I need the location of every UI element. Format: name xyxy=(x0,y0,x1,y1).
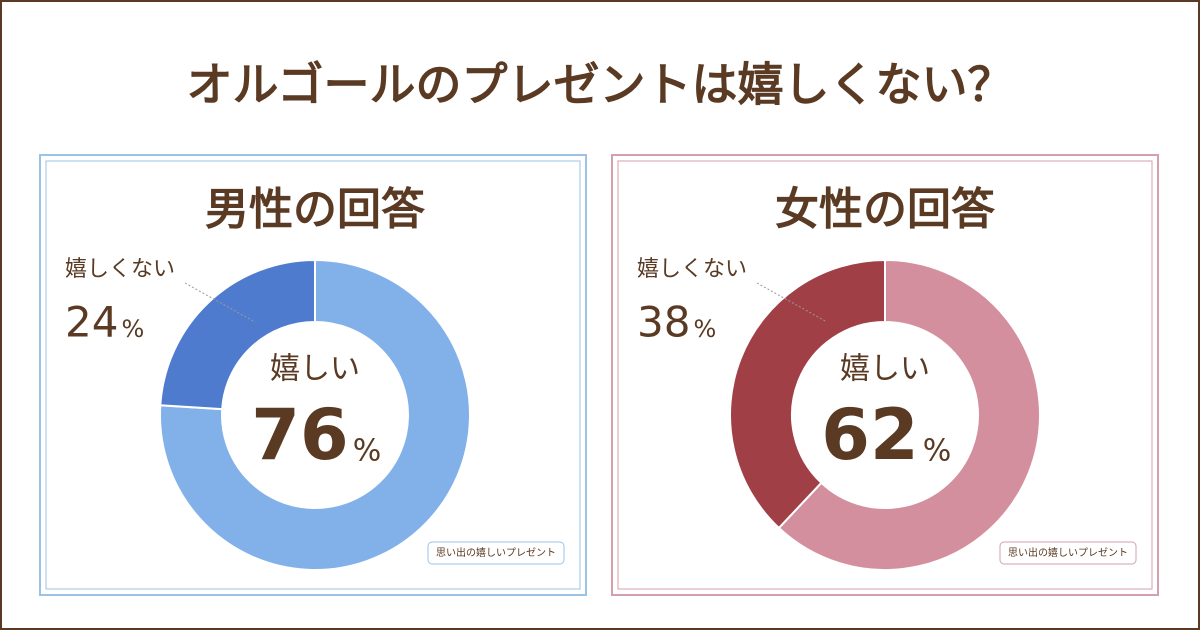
source-badge xyxy=(999,541,1137,565)
outer-label: 嬉しくない xyxy=(637,257,747,282)
outer-unit: % xyxy=(693,315,716,343)
outer-unit: % xyxy=(121,315,144,343)
panel-inner-frame xyxy=(45,160,581,590)
donut-slice xyxy=(159,258,316,411)
donut-slice xyxy=(777,258,1041,571)
panel-frame xyxy=(611,154,1159,596)
center-unit: % xyxy=(353,434,382,469)
center-unit: % xyxy=(923,434,952,469)
source-text: 思い出の嬉しいプレゼント xyxy=(1008,546,1128,559)
page-title: オルゴールのプレゼントは嬉しくない？ xyxy=(186,58,1013,112)
outer-value: 38 xyxy=(637,298,690,347)
panel-title: 男性の回答 xyxy=(205,184,426,235)
panel-title: 女性の回答 xyxy=(775,184,996,235)
outer-value: 24 xyxy=(65,298,118,347)
source-badge xyxy=(427,541,565,565)
panel-inner-frame xyxy=(617,160,1153,590)
donut-slice xyxy=(729,258,886,530)
panel-frame xyxy=(39,154,587,596)
center-value: 62 xyxy=(821,394,918,476)
leader-line xyxy=(756,282,828,323)
source-text: 思い出の嬉しいプレゼント xyxy=(436,546,556,559)
leader-line xyxy=(184,282,256,323)
center-label: 嬉しい xyxy=(270,352,360,387)
center-value: 76 xyxy=(251,394,348,476)
center-label: 嬉しい xyxy=(840,352,930,387)
outer-label: 嬉しくない xyxy=(65,257,175,282)
donut-slice xyxy=(159,258,471,571)
